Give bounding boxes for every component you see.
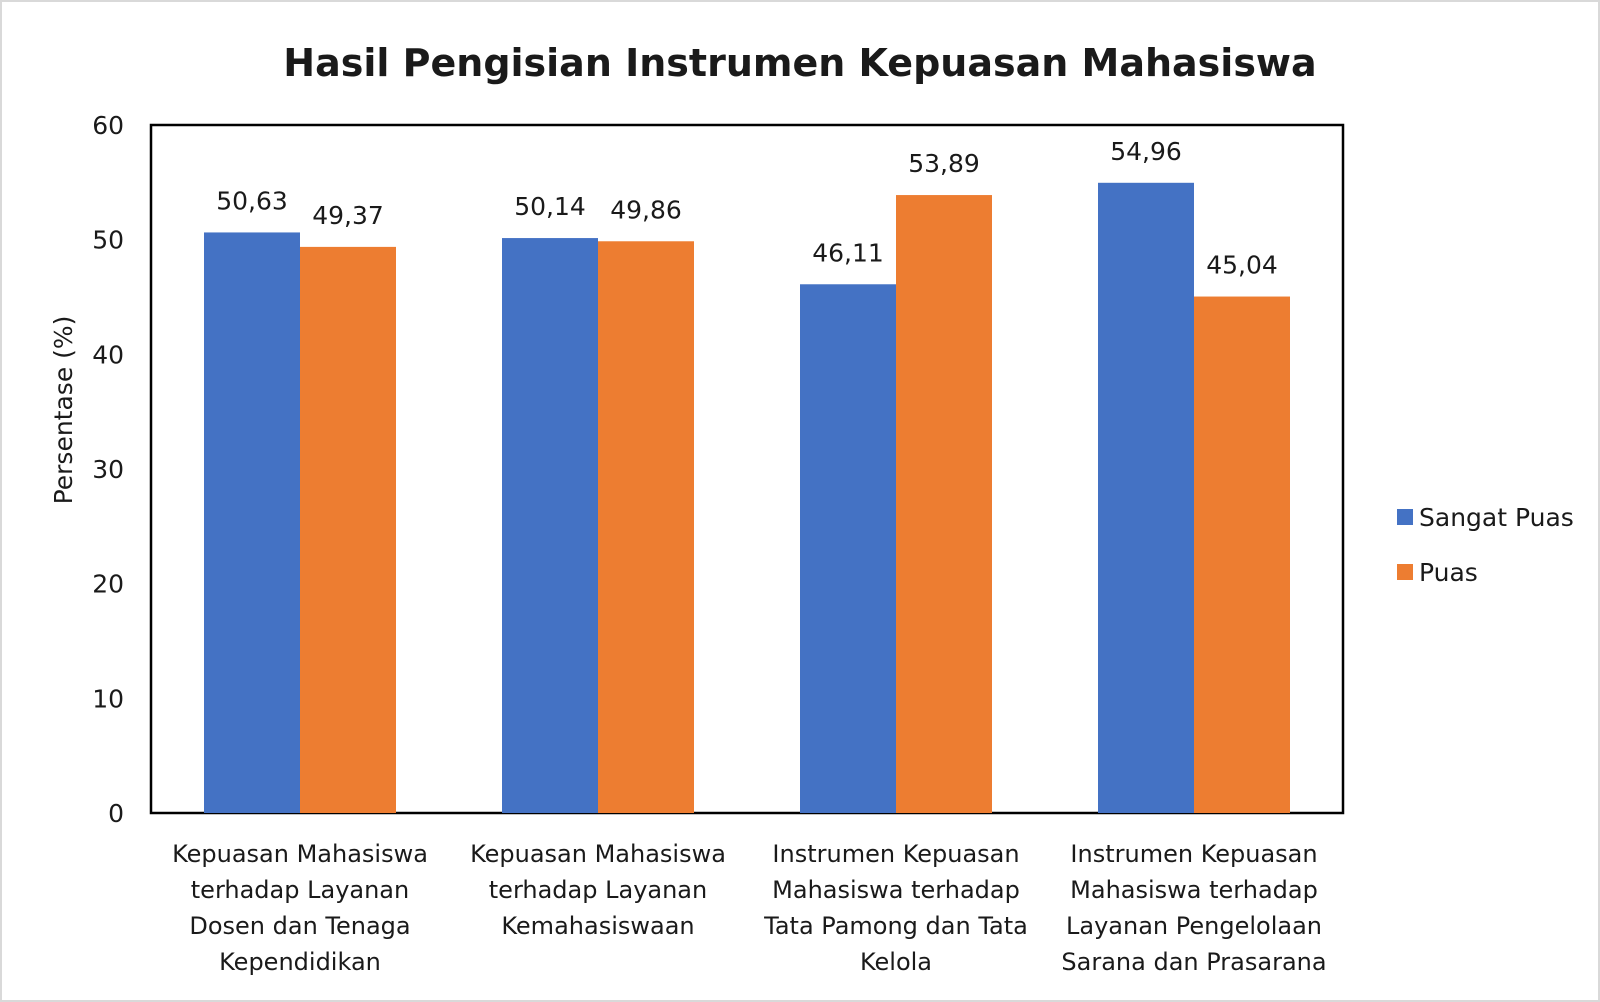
data-label: 50,63 — [216, 186, 288, 215]
data-label: 53,89 — [908, 149, 980, 178]
data-label: 49,37 — [312, 201, 384, 230]
category-label-line: terhadap Layanan — [489, 876, 707, 904]
category-label-line: Layanan Pengelolaan — [1066, 912, 1322, 940]
bar-sangat-puas — [800, 284, 896, 814]
y-tick-label: 30 — [92, 455, 124, 484]
data-label: 50,14 — [514, 192, 586, 221]
category-label-line: Instrumen Kepuasan — [772, 840, 1019, 868]
plot-border — [149, 123, 1345, 815]
data-labels-group: 50,63 49,37 50,14 49,86 46,11 53,89 54,96 45,04 — [216, 137, 1278, 280]
legend: Sangat Puas Puas — [1397, 503, 1574, 587]
category-label-line: Mahasiswa terhadap — [772, 876, 1020, 904]
y-tick-label: 60 — [92, 111, 124, 140]
category-label: Kepuasan Mahasiswa terhadap Layanan Dosen … — [172, 840, 428, 976]
category-label: Kepuasan Mahasiswa terhadap Layanan Kemaha… — [470, 840, 726, 940]
data-label: 45,04 — [1206, 251, 1278, 280]
bar-puas — [896, 195, 992, 813]
category-label-line: Kemahasiswaan — [501, 912, 694, 940]
category-label: Instrumen Kepuasan Mahasiswa terhadap Laya… — [1061, 840, 1326, 976]
data-label: 46,11 — [812, 238, 884, 267]
y-tick-label: 0 — [108, 799, 124, 828]
category-label-line: Kelola — [860, 948, 932, 976]
category-label-line: Mahasiswa terhadap — [1070, 876, 1318, 904]
legend-label: Sangat Puas — [1419, 503, 1574, 532]
bar-puas — [598, 241, 694, 814]
category-label-line: Kepuasan Mahasiswa — [172, 840, 428, 868]
category-label-line: Kependidikan — [219, 948, 381, 976]
legend-swatch — [1397, 509, 1413, 525]
y-tick-label: 40 — [92, 340, 124, 369]
bars-group — [204, 182, 1290, 814]
bar-sangat-puas — [204, 232, 300, 813]
y-tick-label: 10 — [92, 684, 124, 713]
y-tick-label: 20 — [92, 570, 124, 599]
legend-swatch — [1397, 564, 1413, 580]
y-axis-title: Persentase (%) — [49, 316, 78, 505]
plot-area — [149, 123, 1345, 815]
bar-sangat-puas — [1098, 182, 1194, 814]
legend-label: Puas — [1419, 558, 1478, 587]
y-tick-label: 50 — [92, 226, 124, 255]
chart-title: Hasil Pengisian Instrumen Kepuasan Mahas… — [283, 41, 1316, 85]
data-label: 49,86 — [610, 195, 682, 224]
category-label-line: Kepuasan Mahasiswa — [470, 840, 726, 868]
category-label: Instrumen Kepuasan Mahasiswa terhadap Tata… — [763, 840, 1028, 976]
category-label-line: terhadap Layanan — [191, 876, 409, 904]
category-labels-group: Kepuasan Mahasiswa terhadap Layanan Dosen … — [172, 840, 1327, 976]
data-label: 54,96 — [1110, 137, 1182, 166]
category-label-line: Dosen dan Tenaga — [189, 912, 410, 940]
category-label-line: Sarana dan Prasarana — [1061, 948, 1326, 976]
bar-puas — [1194, 296, 1290, 813]
bar-sangat-puas — [502, 238, 598, 813]
y-axis-ticks: 0 10 20 30 40 50 60 — [92, 111, 124, 828]
category-label-line: Instrumen Kepuasan — [1070, 840, 1317, 868]
bar-puas — [300, 246, 396, 813]
category-label-line: Tata Pamong dan Tata — [763, 912, 1028, 940]
